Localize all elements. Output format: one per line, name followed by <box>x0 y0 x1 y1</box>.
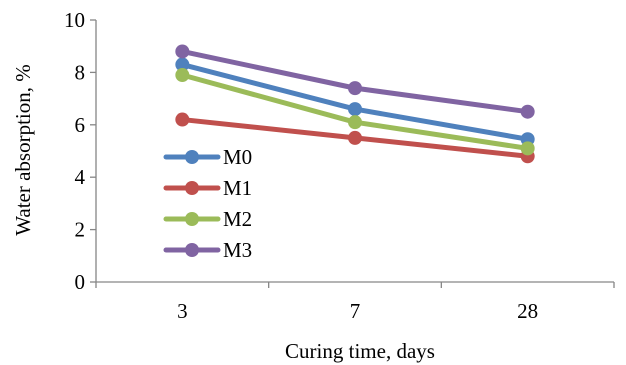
data-point <box>348 115 362 130</box>
legend-label: M1 <box>223 176 252 200</box>
x-axis-title: Curing time, days <box>285 339 435 363</box>
series-m2 <box>175 68 535 156</box>
y-axis-ticks: 0 2 4 6 8 10 <box>64 8 96 294</box>
y-tick-label: 8 <box>75 60 86 84</box>
series-m3 <box>175 44 535 119</box>
y-tick-label: 10 <box>64 8 85 32</box>
data-point <box>348 81 362 96</box>
x-tick-label: 28 <box>517 299 538 323</box>
x-tick-label: 3 <box>177 299 188 323</box>
data-point <box>348 102 362 117</box>
legend: M0 M1 M2 M3 <box>163 145 252 262</box>
legend-item-m1: M1 <box>163 176 252 200</box>
y-axis-title: Water absorption, % <box>11 64 35 236</box>
x-tick-label: 7 <box>350 299 361 323</box>
legend-label: M2 <box>223 207 252 231</box>
x-axis-ticks: 3 7 28 <box>95 282 615 323</box>
data-point <box>175 112 190 127</box>
legend-item-m0: M0 <box>163 145 252 169</box>
y-tick-label: 4 <box>75 165 86 189</box>
data-point <box>348 130 362 145</box>
y-tick-label: 6 <box>75 113 86 137</box>
data-point <box>175 57 190 72</box>
data-point <box>520 141 535 156</box>
legend-item-m2: M2 <box>163 207 252 231</box>
legend-swatch-marker <box>185 243 199 257</box>
y-tick-label: 0 <box>75 270 86 294</box>
data-series <box>175 44 535 164</box>
chart-axes <box>95 20 614 283</box>
data-point <box>175 44 190 59</box>
data-point <box>175 68 190 83</box>
legend-label: M3 <box>223 238 252 262</box>
data-point <box>520 104 535 119</box>
legend-label: M0 <box>223 145 252 169</box>
y-tick-label: 2 <box>75 218 86 242</box>
legend-swatch-marker <box>185 212 199 226</box>
legend-swatch-marker <box>185 150 199 164</box>
legend-swatch-marker <box>185 181 199 195</box>
legend-item-m3: M3 <box>163 238 252 262</box>
